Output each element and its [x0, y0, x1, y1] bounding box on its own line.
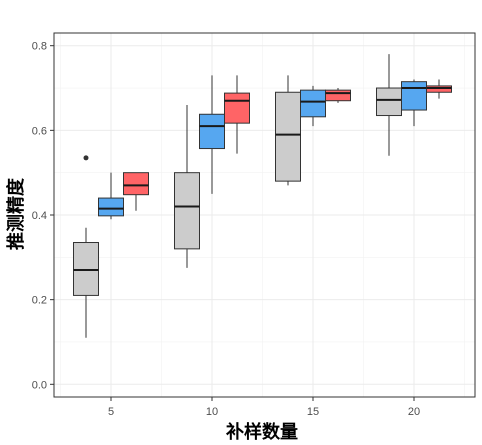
y-tick-label: 0.0 — [32, 379, 47, 391]
box-iqr — [73, 242, 99, 296]
box-iqr — [401, 81, 427, 111]
y-tick-label: 0.6 — [32, 125, 47, 137]
box-0-10 — [174, 104, 200, 268]
y-tick-label: 0.8 — [32, 41, 47, 53]
x-tick-label: 5 — [108, 406, 114, 418]
box-iqr — [426, 85, 452, 93]
box-iqr — [98, 197, 124, 217]
y-axis-title: 推测精度 — [5, 177, 27, 250]
box-2-20 — [426, 79, 452, 99]
box-2-15 — [325, 88, 351, 103]
y-tick-label: 0.4 — [32, 210, 47, 222]
box-1-10 — [199, 75, 225, 194]
box-iqr — [123, 172, 149, 196]
box-iqr — [300, 89, 326, 118]
y-tick-label: 0.2 — [32, 295, 47, 307]
box-0-20 — [376, 54, 402, 156]
box-iqr — [376, 87, 402, 117]
box-2-5 — [123, 172, 149, 211]
x-tick-label: 15 — [307, 406, 319, 418]
x-axis-title: 补样数量 — [225, 421, 298, 443]
box-iqr — [174, 172, 200, 250]
box-iqr — [199, 113, 225, 150]
axis-ticks: 0.0 0.2 0.4 0.6 0.8 5 10 15 20 — [32, 41, 420, 418]
box-1-15 — [300, 85, 326, 127]
box-0-5 — [73, 155, 99, 338]
box-0-15 — [275, 75, 301, 186]
box-1-20 — [401, 79, 427, 127]
box-1-5 — [98, 172, 124, 220]
box-iqr — [275, 91, 301, 182]
outlier-point — [83, 155, 89, 161]
box-2-10 — [224, 75, 250, 154]
box-series — [73, 54, 452, 338]
x-tick-label: 10 — [206, 406, 218, 418]
box-iqr — [224, 92, 250, 124]
x-tick-label: 20 — [408, 406, 420, 418]
box-iqr — [325, 89, 351, 102]
